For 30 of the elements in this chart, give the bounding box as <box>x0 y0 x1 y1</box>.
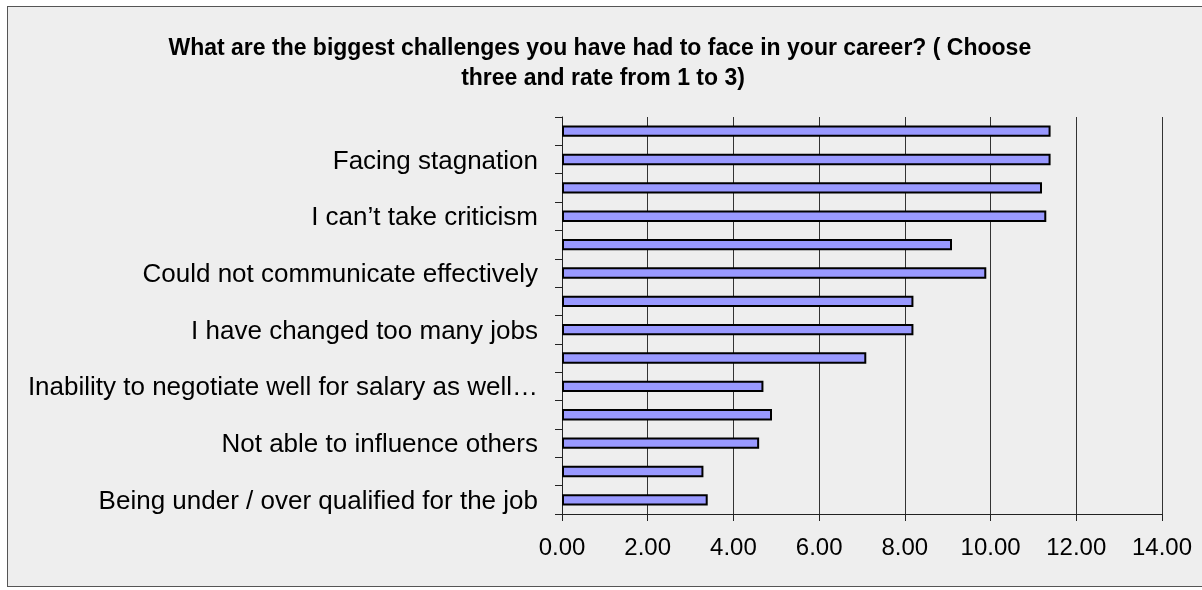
x-tick-label: 4.00 <box>710 532 757 560</box>
bar <box>562 380 764 393</box>
bar <box>562 238 952 251</box>
x-tick-label: 8.00 <box>881 532 929 560</box>
x-tick-label: 6.00 <box>795 532 843 560</box>
y-tick-label: Not able to influence others <box>221 428 538 459</box>
y-tick-label: Facing stagnation <box>332 144 538 175</box>
x-tick-label: 14.00 <box>1131 532 1193 560</box>
y-tick-label: Inability to negotiate well for salary as well… <box>27 371 538 402</box>
bar <box>562 437 760 449</box>
x-tick-label: 2.00 <box>624 532 672 560</box>
bar <box>562 210 1047 222</box>
x-tick-label: 12.00 <box>1046 532 1107 560</box>
x-tick-label: 0.00 <box>538 532 586 560</box>
bar <box>562 324 914 336</box>
y-tick-label: I can’t take criticism <box>311 201 538 232</box>
bar <box>562 125 1051 137</box>
chart-title: What are the biggest challenges you have had to face in your career? ( Choose three and rate from 1 to 3) <box>168 34 1038 90</box>
x-tick-label: 10.00 <box>960 532 1021 560</box>
bar <box>562 295 914 307</box>
y-tick-label: Being under / over qualified for the job <box>98 484 538 515</box>
bar <box>562 494 708 506</box>
y-tick-label: I have changed too many jobs <box>191 314 538 345</box>
bar <box>562 352 867 364</box>
y-tick-label: Could not communicate effectively <box>142 257 538 288</box>
bar <box>562 153 1051 166</box>
bar <box>562 267 987 279</box>
bar <box>562 409 772 421</box>
bar <box>562 465 704 478</box>
bar <box>562 182 1042 194</box>
